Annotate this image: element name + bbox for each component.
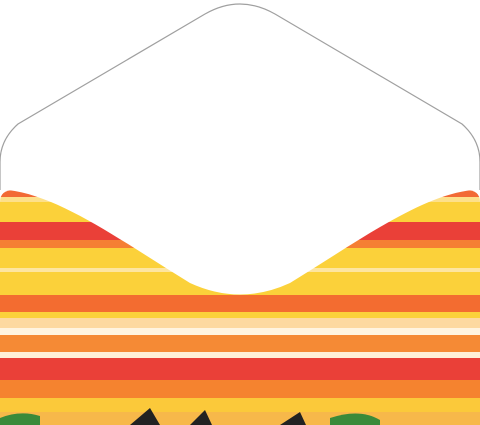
stripe bbox=[0, 295, 480, 312]
stripe bbox=[0, 328, 480, 335]
stripe bbox=[0, 358, 480, 380]
stripe bbox=[0, 335, 480, 352]
stripe bbox=[0, 398, 480, 412]
stripe bbox=[0, 352, 480, 358]
decoration bbox=[330, 413, 380, 425]
pocket-opening bbox=[8, 190, 472, 295]
stripe bbox=[0, 380, 480, 398]
decoration bbox=[0, 413, 40, 425]
stripe bbox=[0, 318, 480, 328]
stripe bbox=[0, 312, 480, 318]
stripe bbox=[0, 412, 480, 425]
striped-body bbox=[0, 190, 480, 425]
envelope-flap bbox=[0, 3, 480, 190]
decoration bbox=[130, 408, 306, 425]
